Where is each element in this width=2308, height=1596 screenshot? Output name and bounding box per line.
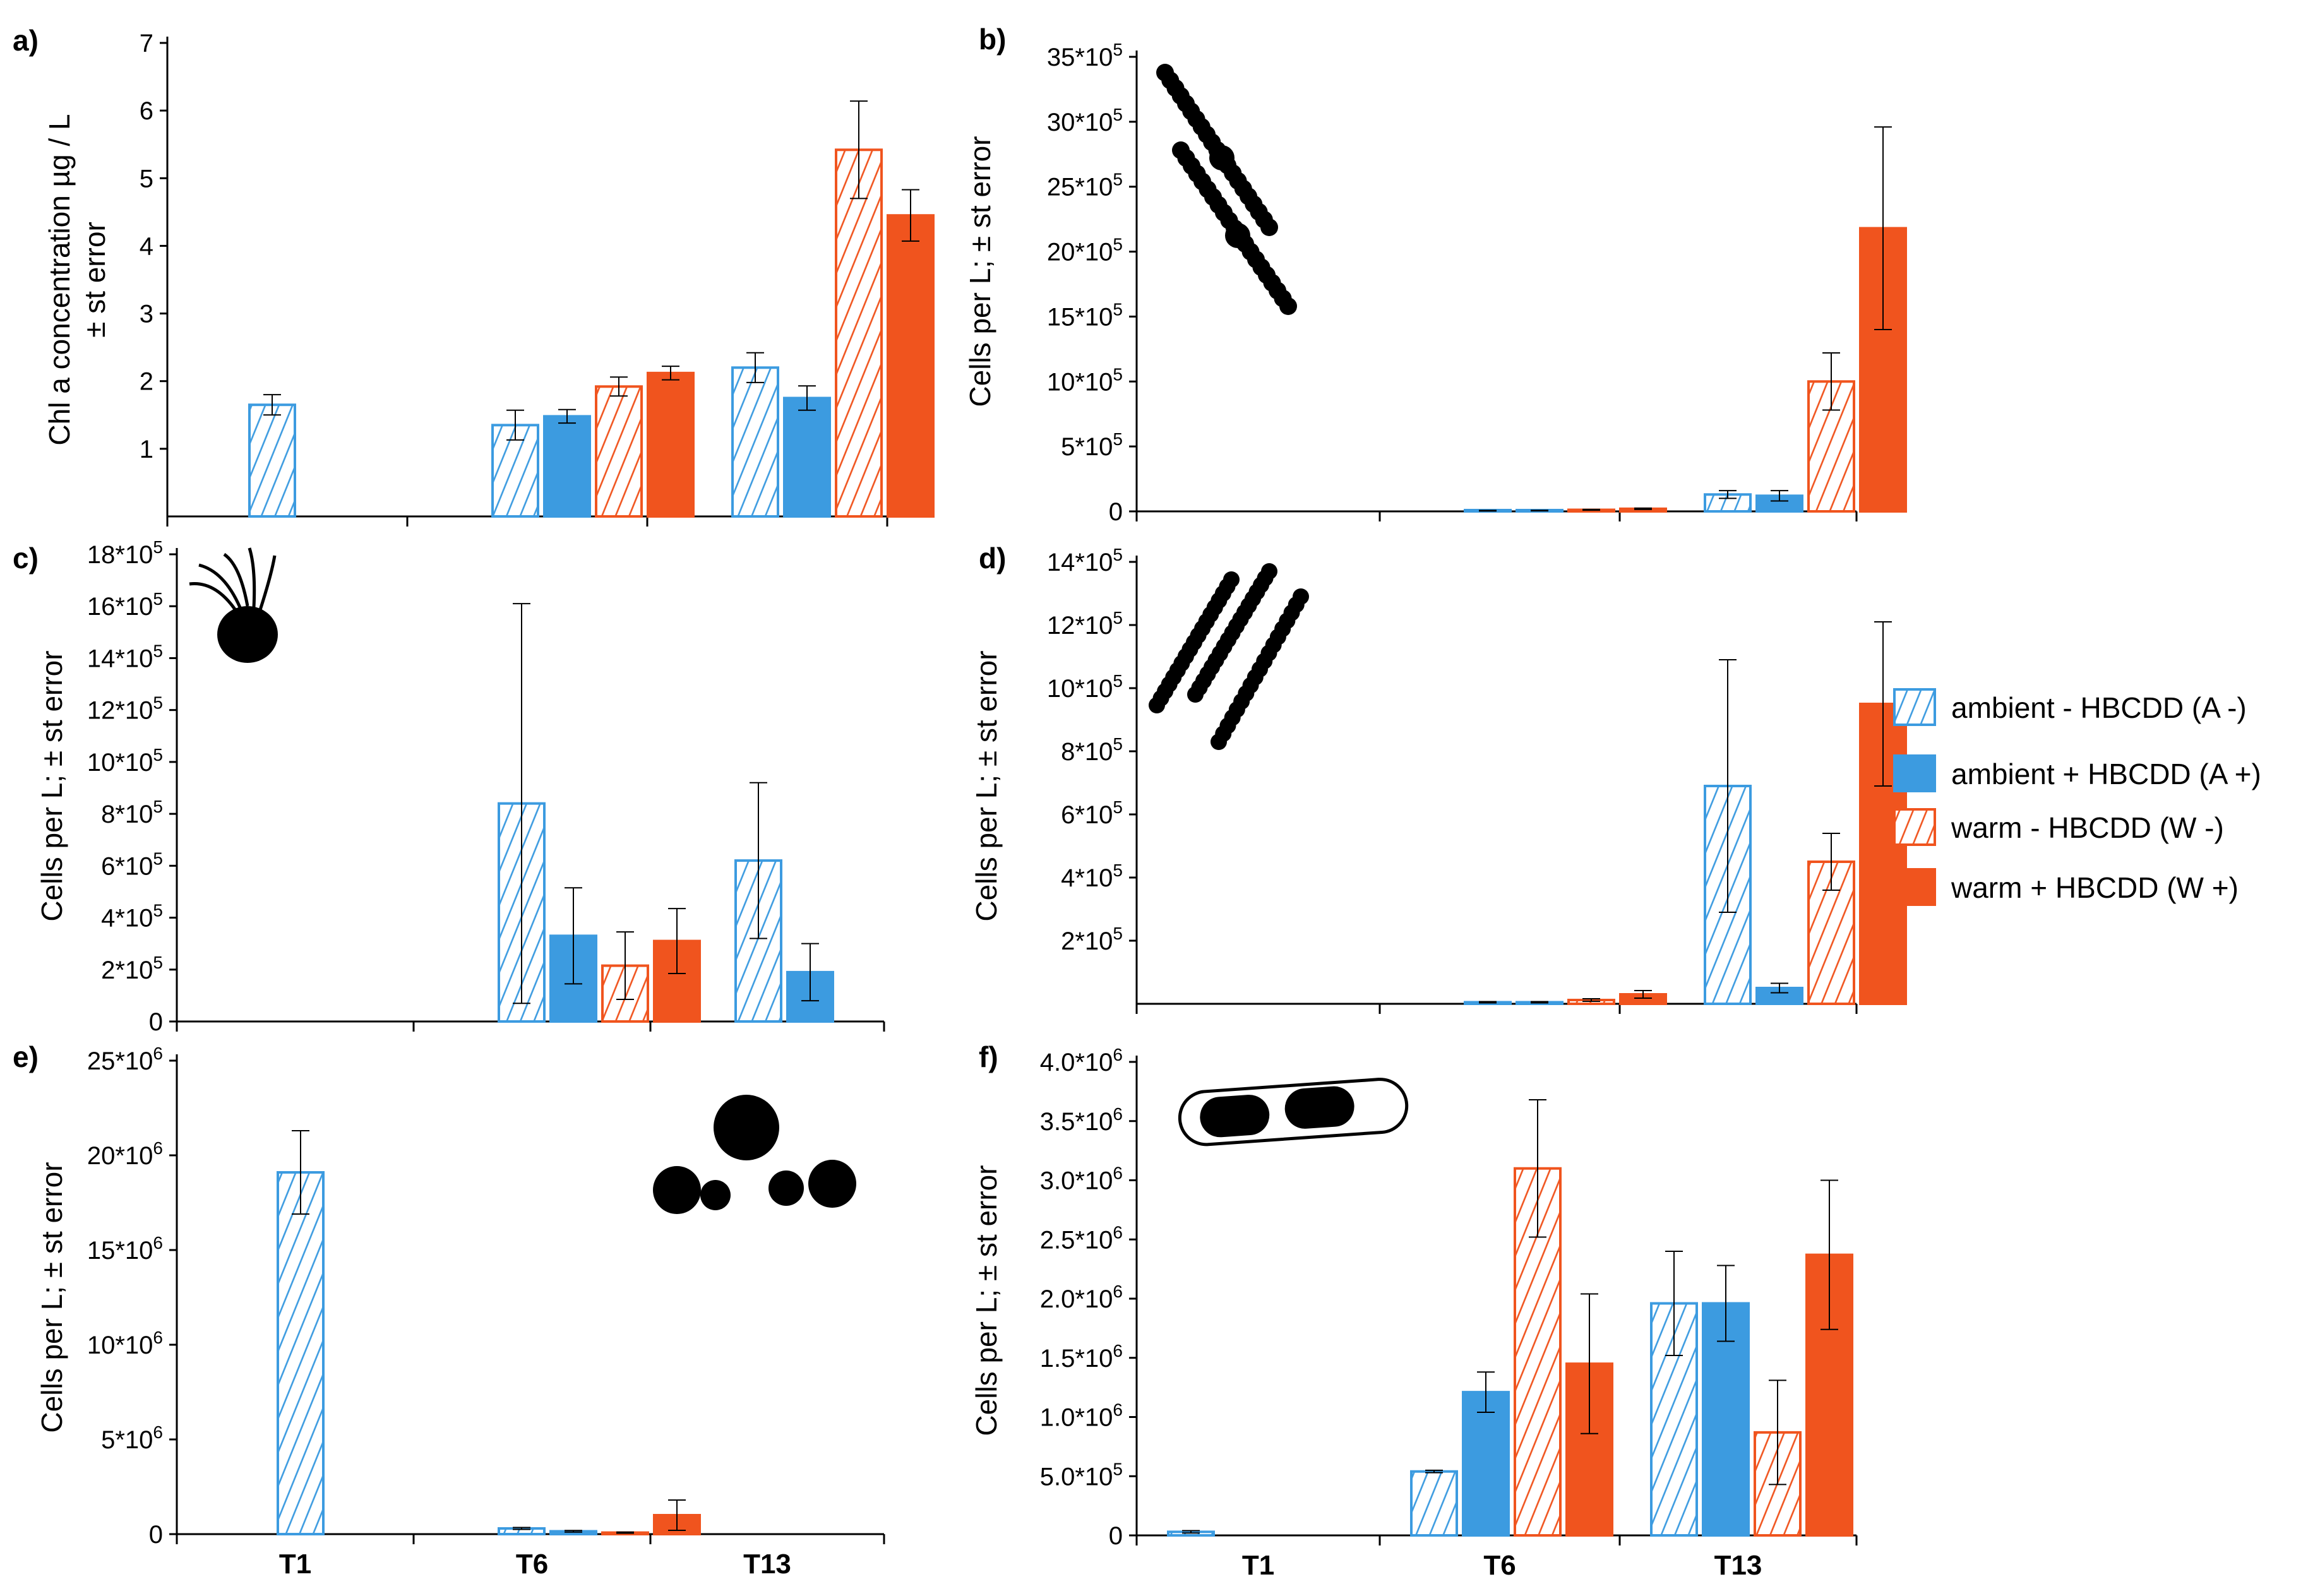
category-label: T13	[1714, 1550, 1762, 1581]
y-tick-label: 8*105	[101, 797, 163, 828]
y-tick-label: 6*105	[1061, 797, 1123, 829]
legend-label-warm-plus: warm + HBCDD (W +)	[1951, 871, 2239, 904]
y-tick-label: 10*105	[87, 745, 163, 777]
y-tick-label: 0	[149, 1521, 163, 1549]
bar-warm-plus-t6	[647, 371, 695, 518]
y-tick-label: 6*105	[101, 849, 163, 880]
y-tick-label: 14*105	[1047, 545, 1123, 576]
bar-ambient-plus-t13	[783, 396, 831, 518]
panel-letter: f)	[979, 1040, 998, 1073]
y-tick-label: 4*105	[1061, 861, 1123, 892]
y-tick-label: 1.5*106	[1040, 1341, 1123, 1373]
panel-b: b) Cells per L; ± st error 0 5*105 10*105 15*…	[964, 23, 1907, 526]
y-tick-label: 12*105	[1047, 608, 1123, 640]
legend-swatch-ambient-minus	[1893, 688, 1936, 726]
bar-ambient-minus-t6	[491, 424, 539, 518]
y-tick-label: 14*105	[87, 641, 163, 672]
panel-letter: d)	[979, 542, 1006, 575]
category-label: T6	[516, 1549, 548, 1580]
y-tick-label: 5	[140, 165, 153, 193]
y-tick-label: 8*105	[1061, 734, 1123, 766]
y-tick-label: 5*105	[1061, 429, 1123, 461]
y-axis-label: Cells per L; ± st error	[35, 650, 68, 921]
y-tick-label: 0	[1109, 498, 1123, 526]
y-tick-label: 30*105	[1047, 105, 1123, 136]
y-tick-label: 10*105	[1047, 671, 1123, 703]
y-tick-label: 25*105	[1047, 170, 1123, 201]
y-axis-label: Cells per L; ± st error	[970, 1165, 1003, 1436]
legend-swatch-ambient-plus	[1893, 754, 1936, 792]
category-label: T1	[279, 1549, 311, 1580]
legend-label-ambient-minus: ambient - HBCDD (A -)	[1951, 691, 2247, 724]
y-tick-label: 7	[140, 30, 153, 57]
y-tick-label: 35*105	[1047, 40, 1123, 71]
y-tick-label: 2.5*106	[1040, 1222, 1123, 1254]
category-label: T13	[743, 1549, 791, 1580]
bar-ambient-minus-t6	[1410, 1470, 1458, 1537]
y-tick-label: 3.5*106	[1040, 1104, 1123, 1136]
y-tick-label: 5*106	[101, 1422, 163, 1454]
y-tick-label: 4*105	[101, 901, 163, 932]
y-tick-label: 0	[1109, 1522, 1123, 1550]
y-tick-label: 20*105	[1047, 235, 1123, 266]
coccoid-cells-icon	[653, 1095, 856, 1214]
panel-letter: e)	[13, 1040, 39, 1073]
panel-a: a) Chl a concentration µg / L± st error 1 2…	[13, 24, 935, 527]
flagellate-icon	[189, 547, 278, 663]
y-tick-label: 0	[149, 1008, 163, 1036]
category-label: T6	[1483, 1550, 1516, 1581]
y-tick-label: 10*105	[1047, 364, 1123, 396]
y-tick-label: 1	[140, 436, 153, 463]
y-tick-label: 4	[140, 232, 153, 260]
y-tick-label: 6	[140, 97, 153, 125]
capsule-cells-icon	[1178, 1078, 1409, 1146]
y-axis-label: Cells per L; ± st error	[970, 650, 1003, 921]
y-tick-label: 2.0*106	[1040, 1282, 1123, 1313]
y-axis-label: Chl a concentration µg / L± st error	[43, 114, 111, 445]
y-tick-label: 15*105	[1047, 299, 1123, 331]
bar-warm-plus-t13	[887, 214, 935, 518]
panel-letter: a)	[13, 24, 39, 57]
bar-ambient-plus-t6	[1462, 1391, 1510, 1537]
y-tick-label: 15*106	[87, 1233, 163, 1265]
y-tick-label: 25*106	[87, 1044, 163, 1075]
y-tick-label: 16*105	[87, 589, 163, 621]
filament-chains-icon	[1149, 563, 1309, 750]
y-tick-label: 20*106	[87, 1138, 163, 1170]
y-tick-label: 2*105	[1061, 924, 1123, 955]
bar-warm-minus-t6	[595, 385, 643, 518]
bar-ambient-minus-t1	[277, 1171, 325, 1535]
category-label: T1	[1242, 1550, 1274, 1581]
panel-f: f) Cells per L; ± st error 0 5.0*105 1.0*106…	[970, 1040, 1858, 1581]
y-tick-label: 3.0*106	[1040, 1164, 1123, 1195]
y-tick-label: 5.0*105	[1040, 1459, 1123, 1491]
panel-e: e) Cells per L; ± st error 0 5*106 10*106 15*…	[13, 1040, 885, 1580]
y-tick-label: 2*105	[101, 953, 163, 984]
bar-warm-minus-t13	[835, 148, 883, 518]
panel-c: c) Cells per L; ± st error 0 2*105 4*105 6*10…	[13, 537, 885, 1036]
bar-ambient-minus-t1	[248, 403, 296, 518]
chain-diatom-icon	[1156, 64, 1297, 315]
legend-label-ambient-plus: ambient + HBCDD (A +)	[1951, 758, 2261, 790]
y-tick-label: 1.0*106	[1040, 1400, 1123, 1432]
panel-letter: b)	[979, 23, 1006, 56]
panel-d: d) Cells per L; ± st error 2*105 4*105 6*105…	[970, 542, 1907, 1014]
y-tick-label: 4.0*106	[1040, 1045, 1123, 1076]
legend-swatch-warm-minus	[1893, 808, 1936, 846]
y-tick-label: 18*105	[87, 537, 163, 569]
panel-letter: c)	[13, 542, 39, 575]
y-tick-label: 2	[140, 368, 153, 396]
legend: ambient - HBCDD (A -) ambient + HBCDD (A…	[1893, 688, 2261, 906]
bar-ambient-plus-t13	[1702, 1302, 1750, 1537]
bar-ambient-plus-t6	[543, 415, 591, 518]
legend-label-warm-minus: warm - HBCDD (W -)	[1951, 811, 2224, 844]
y-tick-label: 12*105	[87, 693, 163, 725]
y-axis-label: Cells per L; ± st error	[35, 1162, 68, 1432]
y-axis-label: Cells per L; ± st error	[964, 136, 996, 407]
y-tick-label: 3	[140, 301, 153, 328]
legend-swatch-warm-plus	[1893, 868, 1936, 906]
y-tick-label: 10*106	[87, 1328, 163, 1359]
bar-ambient-minus-t13	[731, 366, 779, 518]
